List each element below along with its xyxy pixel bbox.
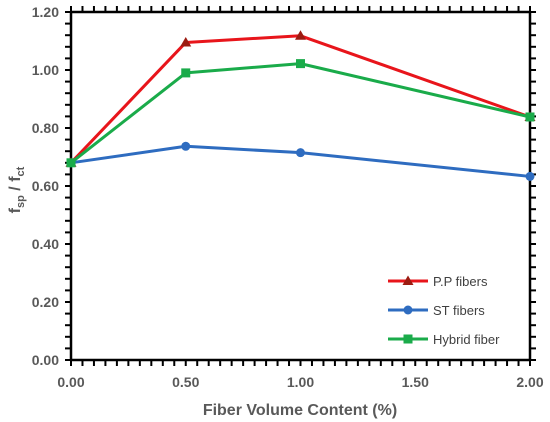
y-tick-label: 0.40 [32, 236, 59, 252]
y-tick-label: 0.00 [32, 352, 59, 368]
legend-item-p-p-fibers: P.P fibers [388, 274, 488, 289]
x-tick-label: 1.00 [287, 374, 314, 390]
legend-item-st-fibers: ST fibers [388, 303, 485, 318]
y-axis-title-main: f [7, 207, 24, 213]
x-tick-label: 0.00 [57, 374, 84, 390]
series-line-st-fibers [70, 144, 531, 178]
x-tick-label: 0.50 [172, 374, 199, 390]
series-line-hybrid-fiber [70, 62, 531, 164]
axes [65, 6, 536, 366]
data-point-p-p-fibers [295, 30, 306, 40]
y-axis-title-sub-den: ct [15, 166, 27, 176]
y-axis-title-sub-num: sp [15, 195, 27, 208]
x-axis-title: Fiber Volume Content (%) [203, 402, 397, 419]
data-point-hybrid-fiber [66, 158, 76, 168]
y-tick-label: 0.20 [32, 294, 59, 310]
data-point-st-fibers [525, 171, 535, 181]
data-point-st-fibers [181, 141, 191, 151]
data-point-p-p-fibers [180, 36, 192, 47]
legend-swatch-marker [402, 275, 414, 285]
y-axis-title: fsp / fct [7, 166, 27, 213]
series-line-p-p-fibers [69, 34, 531, 164]
series-layer [65, 30, 536, 181]
x-tick-label: 1.50 [402, 374, 429, 390]
data-point-hybrid-fiber [296, 59, 305, 69]
data-point-st-fibers [296, 148, 305, 158]
y-tick-label: 1.20 [32, 4, 59, 20]
legend-swatch-marker [403, 305, 413, 315]
y-axis-title-sep: / f [7, 176, 24, 195]
legend-label: Hybrid fiber [433, 332, 500, 347]
data-point-hybrid-fiber [525, 112, 535, 122]
series-hybrid-fiber [66, 59, 535, 168]
x-tick-label: 2.00 [516, 374, 543, 390]
legend-item-hybrid-fiber: Hybrid fiber [388, 332, 500, 347]
legend: P.P fibers ST fibers Hybrid fiber [388, 274, 500, 347]
y-tick-label: 0.60 [32, 178, 59, 194]
legend-swatch-marker [403, 334, 413, 344]
legend-label: ST fibers [433, 303, 485, 318]
legend-label: P.P fibers [433, 274, 488, 289]
y-tick-label: 0.80 [32, 120, 59, 136]
data-point-hybrid-fiber [181, 68, 191, 78]
y-tick-label: 1.00 [32, 62, 59, 78]
tick-labels: 0.00 0.20 0.40 0.60 0.80 1.00 1.20 0.00 0.50 1.00… [32, 4, 544, 390]
